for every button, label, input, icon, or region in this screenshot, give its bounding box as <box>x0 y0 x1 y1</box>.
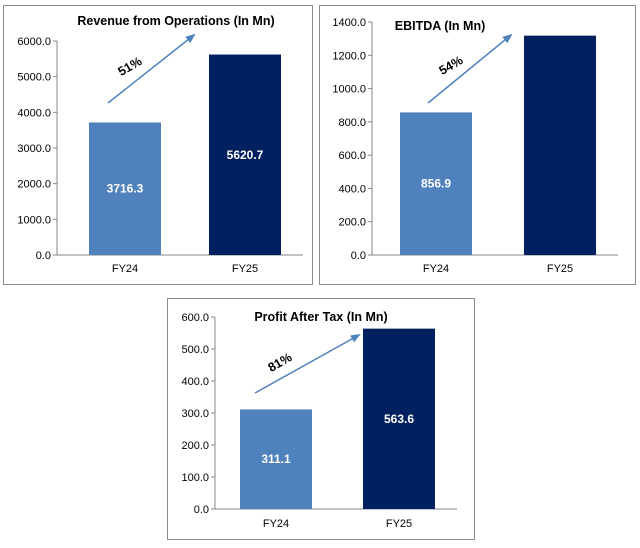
data-label: 563.6 <box>384 412 414 426</box>
y-tick-label: 0.0 <box>351 250 366 262</box>
y-tick-label: 400.0 <box>338 183 366 195</box>
growth-arrow <box>107 33 196 104</box>
y-tick-label: 300.0 <box>181 408 209 420</box>
y-tick-label: 0.0 <box>36 250 51 262</box>
y-tick-label: 3000.0 <box>17 143 51 155</box>
x-tick-label: FY24 <box>423 263 449 275</box>
y-tick-label: 600.0 <box>338 150 366 162</box>
y-tick-label: 200.0 <box>338 217 366 229</box>
bar-fy24 <box>400 112 472 255</box>
y-tick-label: 0.0 <box>194 504 209 516</box>
bar-fy25 <box>524 35 596 255</box>
x-tick-label: FY25 <box>386 518 412 530</box>
growth-label: 54% <box>437 53 466 78</box>
data-label: 311.1 <box>261 452 291 466</box>
y-tick-label: 1400.0 <box>332 17 366 29</box>
revenue-chart-panel: Revenue from Operations (In Mn) 0.0 1000.0… <box>3 5 313 285</box>
data-label: 3716.3 <box>107 182 144 196</box>
pat-chart: Profit After Tax (In Mn) 0.0 100.0 200.0 300… <box>181 310 457 530</box>
y-tick-label: 4000.0 <box>17 107 51 119</box>
ebitda-chart-panel: EBITDA (In Mn) 0.0 200.0 400.0 600.0 800.0 100… <box>319 5 636 285</box>
data-label: 5620.7 <box>227 148 264 162</box>
y-tick-label: 600.0 <box>181 312 209 324</box>
y-tick-label: 100.0 <box>181 472 209 484</box>
x-tick-label: FY25 <box>547 263 573 275</box>
bar-fy24 <box>240 409 312 509</box>
x-tick-label: FY24 <box>112 263 138 275</box>
chart-title: Profit After Tax (In Mn) <box>254 310 387 324</box>
y-tick-label: 6000.0 <box>17 36 51 48</box>
pat-chart-panel: Profit After Tax (In Mn) 0.0 100.0 200.0 300… <box>167 298 475 540</box>
y-tick-label: 5000.0 <box>17 72 51 84</box>
y-tick-label: 200.0 <box>181 440 209 452</box>
data-label: 856.9 <box>421 177 451 191</box>
ebitda-chart: EBITDA (In Mn) 0.0 200.0 400.0 600.0 800.0 100… <box>332 17 618 275</box>
growth-arrow <box>254 334 361 394</box>
y-tick-label: 1200.0 <box>332 50 366 62</box>
x-tick-label: FY24 <box>263 518 289 530</box>
bar-fy25 <box>363 328 435 509</box>
y-tick-label: 2000.0 <box>17 179 51 191</box>
y-tick-label: 1000.0 <box>17 214 51 226</box>
bar-fy24 <box>89 122 161 255</box>
growth-label: 51% <box>116 54 145 79</box>
growth-arrow <box>427 33 513 104</box>
chart-title: EBITDA (In Mn) <box>395 19 486 33</box>
y-tick-label: 1000.0 <box>332 84 366 96</box>
bar-fy25 <box>209 54 281 255</box>
y-tick-label: 800.0 <box>338 117 366 129</box>
y-tick-label: 500.0 <box>181 344 209 356</box>
x-tick-label: FY25 <box>232 263 258 275</box>
y-tick-label: 400.0 <box>181 376 209 388</box>
revenue-chart: Revenue from Operations (In Mn) 0.0 1000.0… <box>17 14 303 275</box>
chart-title: Revenue from Operations (In Mn) <box>77 14 274 28</box>
growth-label: 81% <box>266 350 295 375</box>
